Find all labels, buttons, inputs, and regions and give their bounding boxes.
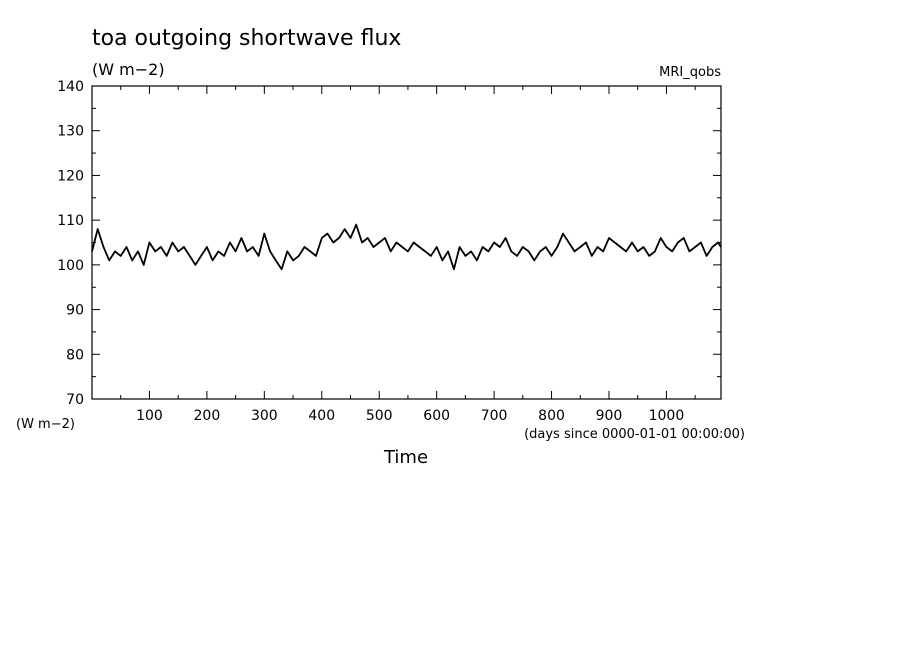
x-tick-label: 900 (596, 408, 623, 424)
x-tick-label: 600 (423, 408, 450, 424)
model-label: MRI_qobs (659, 65, 721, 80)
x-axis-title: Time (383, 447, 428, 468)
x-tick-label: 400 (308, 408, 335, 424)
x-tick-label: 200 (194, 408, 221, 424)
x-tick-label: 1000 (649, 408, 685, 424)
x-tick-label: 300 (251, 408, 278, 424)
y-tick-label: 80 (66, 347, 84, 363)
x-tick-label: 500 (366, 408, 393, 424)
y-tick-label: 70 (66, 392, 84, 408)
y-tick-label: 90 (66, 303, 84, 319)
x-tick-label: 700 (481, 408, 508, 424)
x-units-label: (days since 0000-01-01 00:00:00) (524, 427, 745, 442)
y-tick-label: 110 (57, 213, 84, 229)
x-tick-label: 800 (538, 408, 565, 424)
chart-units: (W m−2) (92, 60, 165, 79)
y-tick-label: 120 (57, 168, 84, 184)
y-units-label: (W m−2) (16, 417, 75, 432)
y-axis: 70 80 90 100 110 120 130 140 (57, 79, 721, 408)
x-axis: 100 200 300 400 500 600 700 800 900 1000 (120, 86, 696, 424)
y-tick-label: 140 (57, 79, 84, 95)
series-line (91, 223, 722, 271)
y-tick-label: 130 (57, 124, 84, 140)
series-group (91, 223, 722, 271)
plot-frame (91, 85, 722, 400)
x-tick-label: 100 (136, 408, 163, 424)
chart-title: toa outgoing shortwave flux (92, 26, 401, 51)
y-tick-label: 100 (57, 258, 84, 274)
